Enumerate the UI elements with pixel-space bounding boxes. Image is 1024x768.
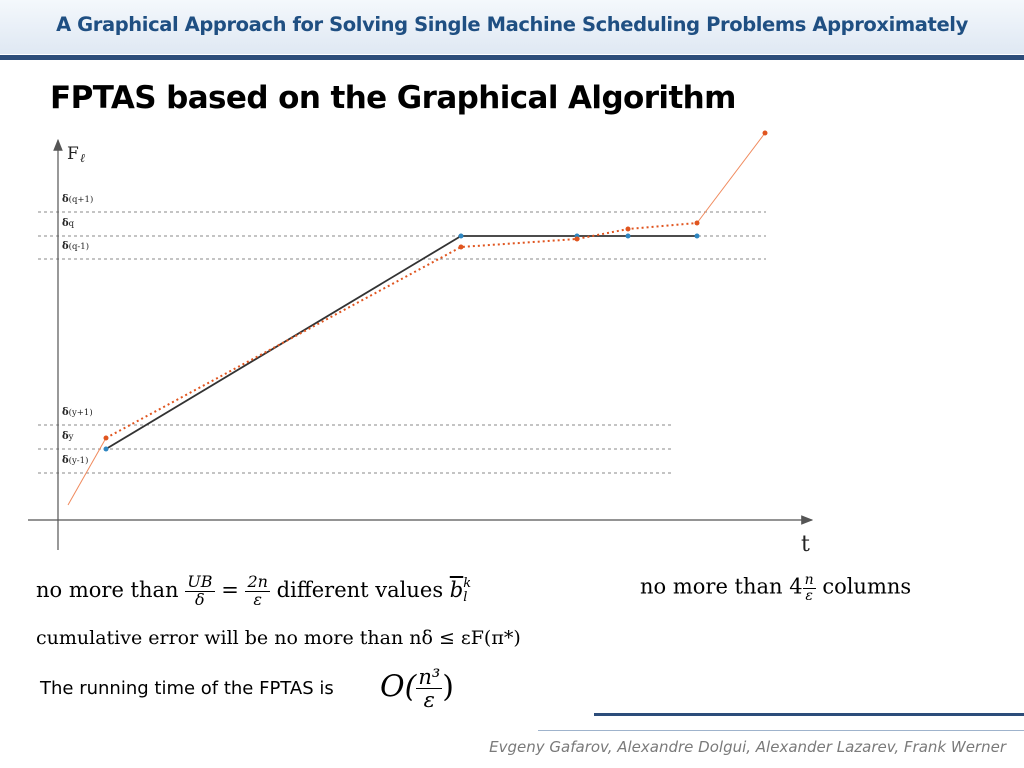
authors: Evgeny Gafarov, Alexandre Dolgui, Alexan… — [489, 738, 1006, 756]
subscript: l — [463, 590, 468, 606]
formula-cumulative-error: cumulative error will be no more than nδ… — [36, 627, 521, 649]
footer-divider-thin — [538, 730, 1024, 731]
formula-different-values: no more than UB δ = 2n ε different value… — [36, 572, 472, 609]
fraction-denominator: ε — [253, 589, 263, 609]
approx-point — [574, 236, 580, 242]
fraction-2n-epsilon: 2n ε — [245, 572, 270, 609]
approx-point — [762, 130, 768, 136]
level-label: δy — [62, 431, 74, 442]
y-axis-label: F — [67, 144, 79, 164]
exact-point — [625, 233, 631, 239]
level-label: δq — [62, 218, 75, 229]
equals-sign: = — [221, 577, 239, 602]
x-axis-label: t — [801, 532, 810, 557]
level-label: δ(y-1) — [62, 455, 88, 466]
presentation-title: A Graphical Approach for Solving Single … — [56, 13, 968, 36]
y-axis-label-subscript: ℓ — [80, 151, 85, 165]
b-symbol: b — [449, 577, 464, 602]
fraction-numerator: 2n — [245, 572, 270, 592]
approx-series-line — [105, 222, 698, 439]
approx-extension-left — [67, 437, 107, 506]
big-o: O( — [380, 669, 417, 705]
header-divider — [0, 55, 1024, 60]
formula-running-time: O(n³ ε) — [380, 666, 454, 711]
fraction-n3-epsilon: n³ ε — [416, 665, 443, 713]
header-bar: A Graphical Approach for Solving Single … — [0, 0, 1024, 54]
closing-paren: ) — [442, 669, 454, 705]
fraction-numerator: n³ — [416, 665, 443, 690]
formula-text: different values — [276, 577, 444, 602]
fraction-numerator: UB — [185, 572, 215, 592]
series-points — [103, 130, 768, 452]
slide-title: FPTAS based on the Graphical Algorithm — [50, 80, 736, 116]
exact-series-line — [105, 235, 697, 450]
fraction-denominator: ε — [805, 587, 813, 604]
formula-text: no more than 4 — [640, 574, 803, 599]
approx-point — [103, 435, 109, 441]
level-label: δ(y+1) — [62, 407, 93, 418]
approx-point — [694, 220, 700, 226]
fraction-numerator: n — [802, 572, 816, 589]
level-label: δ(q+1) — [62, 194, 93, 205]
approx-extension-right — [696, 132, 766, 224]
level-labels: δ(q+1) δq δ(q-1) δ(y+1) δy δ(y-1) — [62, 194, 93, 466]
superscript: k — [463, 576, 472, 591]
exact-point — [458, 233, 464, 239]
formula-text: no more than — [36, 577, 179, 602]
formula-text: columns — [822, 574, 912, 599]
approx-point — [458, 244, 464, 250]
level-gridlines — [38, 211, 766, 474]
fraction-denominator: ε — [423, 688, 435, 713]
fraction-denominator: δ — [195, 589, 205, 609]
exact-point — [694, 233, 700, 239]
exact-point — [103, 446, 109, 452]
level-label: δ(q-1) — [62, 241, 89, 252]
running-time-text: The running time of the FPTAS is — [40, 678, 334, 699]
fraction-ub-delta: UB δ — [185, 572, 215, 609]
approx-point — [625, 226, 631, 232]
footer-divider — [594, 713, 1024, 716]
